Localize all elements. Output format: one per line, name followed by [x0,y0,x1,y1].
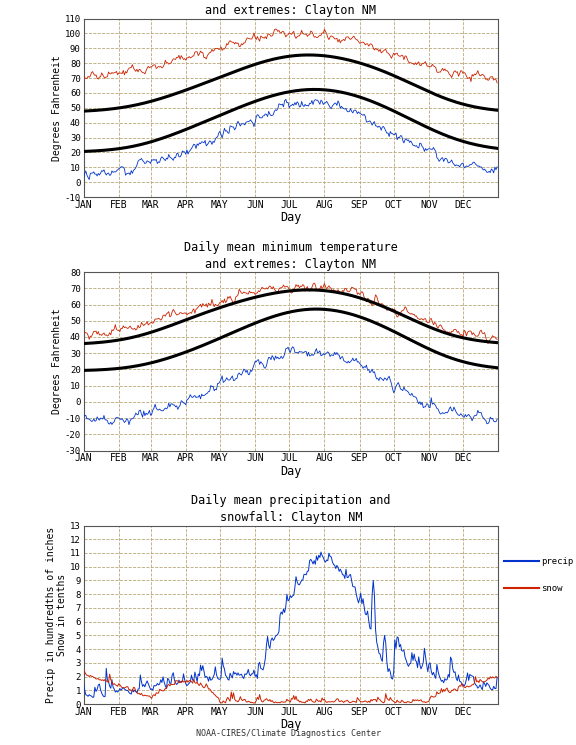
Title: Daily mean maximum temperature
and extremes: Clayton NM: Daily mean maximum temperature and extre… [184,0,398,17]
X-axis label: Day: Day [280,718,302,731]
Text: NOAA-CIRES/Climate Diagnostics Center: NOAA-CIRES/Climate Diagnostics Center [195,729,381,738]
Title: Daily mean precipitation and
snowfall: Clayton NM: Daily mean precipitation and snowfall: C… [191,495,391,524]
Text: snow: snow [541,583,563,592]
Y-axis label: Precip in hundredths of inches
Snow in tenths: Precip in hundredths of inches Snow in t… [46,527,67,703]
Text: precip: precip [541,557,574,565]
Y-axis label: Degrees Fahrenheit: Degrees Fahrenheit [52,55,62,161]
X-axis label: Day: Day [280,465,302,478]
Title: Daily mean minimum temperature
and extremes: Clayton NM: Daily mean minimum temperature and extre… [184,241,398,271]
Y-axis label: Degrees Fahrenheit: Degrees Fahrenheit [52,308,62,414]
X-axis label: Day: Day [280,212,302,224]
